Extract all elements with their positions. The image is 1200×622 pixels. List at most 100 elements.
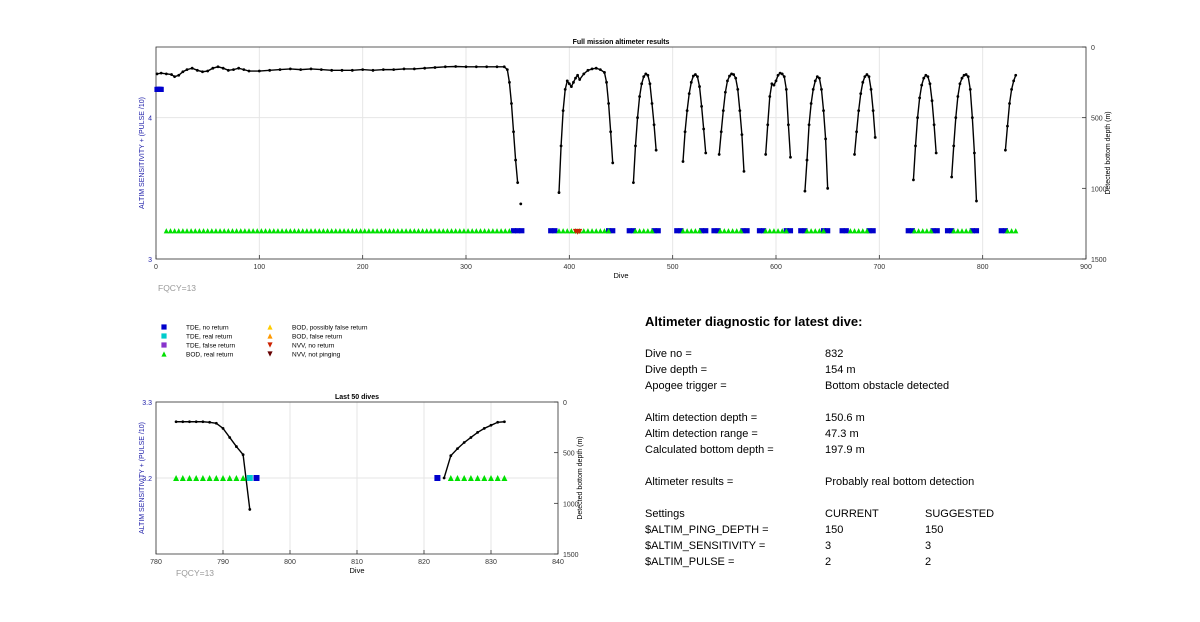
depth-point (496, 420, 500, 424)
y-right-tick-label: 1000 (563, 501, 579, 508)
altim-point (200, 228, 207, 234)
altim-point (205, 228, 211, 234)
legend-marker (267, 351, 273, 357)
altim-point (173, 475, 180, 481)
depth-point (975, 199, 978, 203)
altim-point (209, 228, 215, 234)
legend: TDE, no return TDE, real return TDE, false… (161, 324, 368, 359)
depth-point (742, 169, 746, 173)
altim-point (199, 475, 206, 481)
depth-point (607, 102, 610, 105)
depth-point (565, 79, 569, 83)
sensitivity-label: $ALTIM_SENSITIVITY = (645, 540, 766, 552)
ping-depth-current: 150 (825, 524, 844, 536)
depth-point (442, 476, 446, 480)
x-tick-label: 810 (351, 559, 363, 566)
depth-point (1012, 79, 1016, 83)
altim-point (851, 228, 858, 234)
altim-point (597, 228, 603, 234)
depth-point (822, 109, 825, 112)
altim-point (461, 228, 467, 234)
depth-point (648, 82, 652, 86)
depth-point (853, 153, 856, 156)
altim-point (775, 228, 781, 234)
altim-point (973, 228, 980, 234)
depth-point (464, 65, 468, 69)
altim-point (432, 228, 438, 234)
legend-label: BOD, real return (186, 352, 234, 359)
depth-point (968, 88, 972, 91)
altim-point (510, 228, 517, 234)
altim-point (370, 228, 376, 234)
depth-point (443, 65, 447, 69)
altim-point (699, 228, 705, 234)
altim-point (703, 228, 709, 234)
altim-point (287, 228, 293, 234)
depth-point (572, 80, 575, 84)
altim-point (637, 228, 643, 234)
det-range-value: 47.3 m (825, 428, 859, 440)
chart-title: Full mission altimeter results (573, 39, 670, 46)
legend-marker (161, 342, 167, 348)
depth-point (188, 420, 191, 424)
depth-point (813, 79, 817, 83)
altim-point (969, 228, 975, 234)
altim-point (477, 228, 484, 234)
depth-point (824, 137, 827, 141)
altim-point (240, 475, 247, 481)
depth-point (512, 130, 515, 134)
depth-point (235, 445, 238, 448)
y-left-tick-label: 3.2 (142, 476, 152, 483)
sensitivity-current: 3 (825, 540, 832, 552)
plot-area (156, 47, 1086, 259)
altim-point (632, 228, 639, 234)
altim-point (692, 228, 698, 234)
apogee-label: Apogee trigger = (645, 380, 727, 392)
altim-point (253, 475, 260, 481)
altim-point (415, 228, 422, 234)
altim-point (688, 228, 694, 234)
altim-point (454, 475, 461, 481)
depth-point (732, 73, 736, 76)
depth-point (495, 65, 499, 69)
legend-marker (161, 351, 167, 357)
altim-point (226, 475, 233, 481)
pulse-suggested: 2 (925, 556, 932, 568)
depth-point (559, 144, 563, 148)
settings-label: Settings (645, 508, 685, 520)
depth-point (485, 65, 489, 69)
altim-point (655, 228, 661, 234)
depth-point (784, 88, 788, 91)
altim-point (556, 228, 562, 234)
altim-point (783, 228, 789, 234)
depth-point (510, 102, 513, 105)
y-right-tick-label: 1500 (1091, 257, 1107, 264)
depth-point (603, 71, 606, 74)
legend-label: NVV, not pinging (292, 352, 341, 359)
depth-point (462, 441, 466, 444)
altim-point (469, 228, 475, 234)
y-right-tick-label: 1000 (1091, 186, 1107, 193)
altim-point (474, 475, 481, 481)
depth-point (1006, 124, 1009, 128)
x-tick-label: 900 (1080, 264, 1092, 271)
depth-point (855, 130, 858, 134)
altim-point (847, 228, 853, 234)
altim-point (399, 228, 405, 234)
ping-depth-suggested: 150 (925, 524, 944, 536)
depth-line (804, 75, 829, 192)
depth-point (195, 68, 199, 72)
depth-point (719, 130, 723, 134)
altim-point (246, 228, 252, 234)
y-left-axis-label: ALTIM SENSITIVITY + (PULSE /10) (139, 97, 146, 209)
depth-point (242, 68, 246, 72)
x-tick-label: 780 (150, 559, 162, 566)
depth-point (803, 189, 807, 193)
suggested-header: SUGGESTED (925, 508, 995, 520)
altim-point (771, 228, 777, 234)
depth-point (557, 191, 561, 194)
det-range-label: Altim detection range = (645, 428, 758, 440)
depth-point (916, 116, 919, 120)
altim-point (420, 228, 426, 234)
depth-point (177, 73, 181, 77)
